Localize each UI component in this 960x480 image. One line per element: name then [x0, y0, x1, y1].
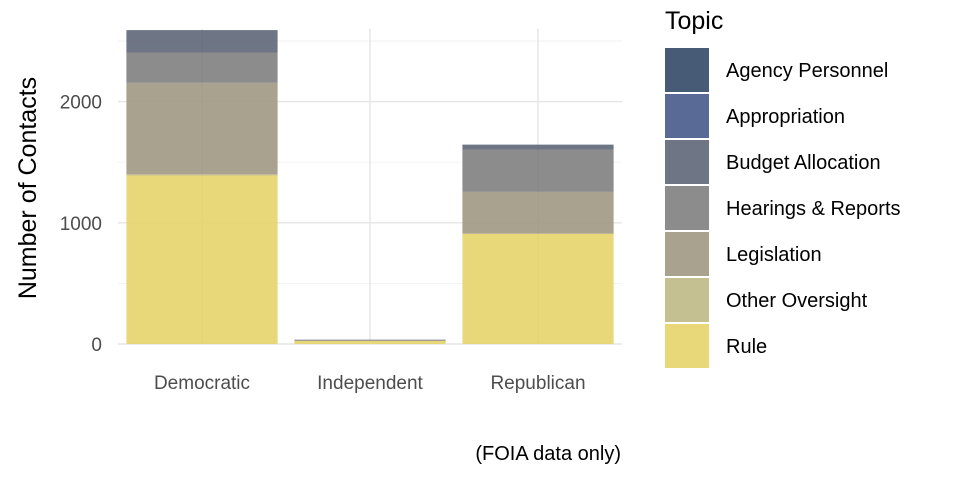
- legend-swatch: [665, 324, 709, 368]
- x-tick-label: Independent: [317, 373, 423, 394]
- bar-segment-other-oversight-democratic: [126, 174, 278, 176]
- legend-swatch: [665, 140, 709, 184]
- x-tick-label: Democratic: [154, 373, 250, 394]
- bar-segment-hearings-reports-republican: [462, 149, 614, 192]
- bar-segment-rule-democratic: [126, 175, 278, 344]
- bar-segment-rule-independent: [294, 340, 446, 344]
- bar-segment-budget-allocation-democratic: [126, 30, 278, 53]
- legend-label: Budget Allocation: [726, 152, 881, 174]
- legend: Agency Personnel Appropriation Budget Allo…: [665, 48, 901, 368]
- legend-label: Hearings & Reports: [726, 198, 901, 220]
- legend-title: Topic: [665, 7, 723, 35]
- y-axis-title: Number of Contacts: [14, 77, 42, 299]
- bar-segment-legislation-republican: [462, 191, 614, 234]
- legend-swatch: [665, 48, 709, 92]
- legend-label: Other Oversight: [726, 290, 868, 312]
- legend-swatch: [665, 94, 709, 138]
- bar-segment-other-oversight-independent: [294, 340, 446, 342]
- legend-swatch: [665, 278, 709, 322]
- legend-label: Agency Personnel: [726, 60, 888, 82]
- y-tick-label: 0: [91, 335, 102, 356]
- bar-segment-legislation-democratic: [126, 82, 278, 175]
- x-axis-ticks: Democratic Independent Republican: [154, 373, 586, 394]
- legend-swatch: [665, 186, 709, 230]
- bar-segment-budget-allocation-independent: [294, 339, 446, 341]
- y-tick-label: 2000: [60, 93, 102, 114]
- chart-caption: (FOIA data only): [475, 443, 621, 465]
- legend-label: Rule: [726, 336, 767, 358]
- bar-segment-hearings-reports-democratic: [126, 52, 278, 83]
- x-tick-label: Republican: [490, 373, 585, 394]
- legend-label: Legislation: [726, 244, 822, 266]
- bars-layer: [126, 30, 614, 344]
- y-axis-ticks: 0 1000 2000: [60, 93, 102, 356]
- y-tick-label: 1000: [60, 214, 102, 235]
- legend-swatch: [665, 232, 709, 276]
- bar-segment-rule-republican: [462, 233, 614, 344]
- legend-label: Appropriation: [726, 106, 845, 128]
- bar-segment-budget-allocation-republican: [462, 144, 614, 150]
